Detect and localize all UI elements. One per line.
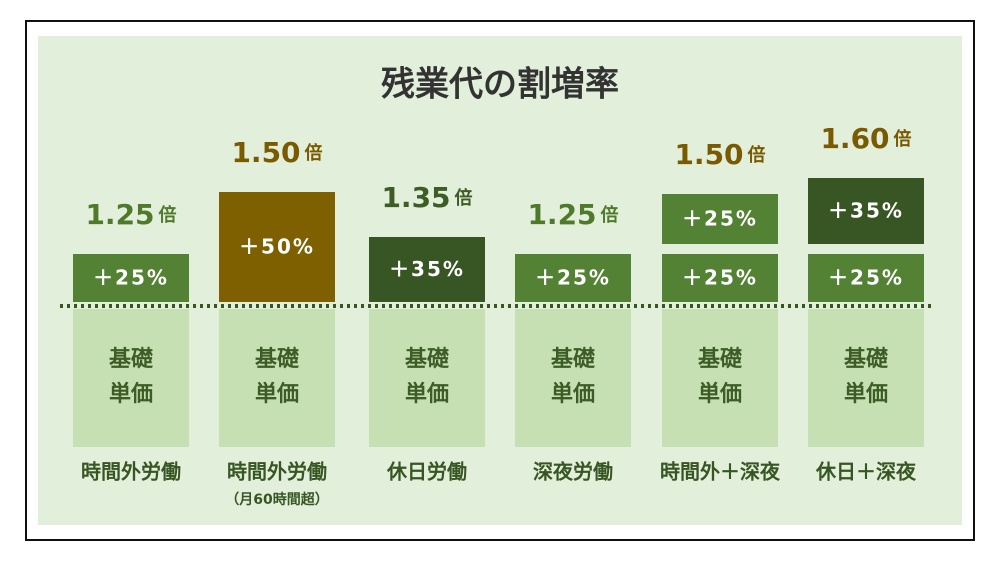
increment-label: ＋50% bbox=[239, 235, 315, 259]
multiplier: 1.25 倍 bbox=[85, 198, 176, 231]
multiplier-unit: 倍 bbox=[894, 128, 912, 150]
multiplier-unit: 倍 bbox=[455, 187, 473, 209]
multiplier: 1.60 倍 bbox=[820, 122, 911, 155]
category-label: 時間外労働 bbox=[227, 460, 327, 484]
title: 残業代の割増率 bbox=[381, 65, 619, 105]
base-label: 単価 bbox=[698, 381, 742, 407]
base-box bbox=[73, 309, 189, 447]
base-box bbox=[808, 309, 924, 447]
category-note: （月60時間超） bbox=[225, 491, 328, 508]
increment-box bbox=[73, 254, 189, 302]
base-box bbox=[219, 309, 335, 447]
increment-box bbox=[808, 178, 924, 244]
increment-label: ＋25% bbox=[535, 266, 611, 290]
multiplier-unit: 倍 bbox=[159, 204, 177, 226]
base-label: 基礎 bbox=[255, 346, 300, 372]
base-label: 基礎 bbox=[551, 346, 596, 372]
category-label: 時間外労働 bbox=[81, 460, 181, 484]
increment-box bbox=[219, 192, 335, 302]
increment-label: ＋25% bbox=[682, 266, 758, 290]
category-label: 休日＋深夜 bbox=[815, 460, 917, 484]
base-label: 基礎 bbox=[109, 346, 154, 372]
multiplier-value: 1.25 bbox=[85, 198, 154, 231]
base-label: 単価 bbox=[844, 381, 888, 407]
multiplier: 1.50 倍 bbox=[674, 138, 765, 171]
increment-label: ＋25% bbox=[682, 207, 758, 231]
increment-label: ＋25% bbox=[828, 266, 904, 290]
multiplier-value: 1.25 bbox=[527, 198, 596, 231]
increment-box bbox=[808, 254, 924, 302]
multiplier-value: 1.35 bbox=[381, 181, 450, 214]
multiplier: 1.50 倍 bbox=[231, 136, 322, 169]
multiplier-value: 1.50 bbox=[674, 138, 743, 171]
increment-label: ＋35% bbox=[828, 199, 904, 223]
base-label: 基礎 bbox=[405, 346, 450, 372]
category-label: 深夜労働 bbox=[533, 460, 613, 484]
base-box bbox=[515, 309, 631, 447]
increment-box bbox=[662, 194, 778, 244]
increment-label: ＋35% bbox=[389, 257, 465, 281]
increment-box bbox=[369, 237, 485, 302]
multiplier-unit: 倍 bbox=[748, 144, 766, 166]
increment-box bbox=[662, 254, 778, 302]
multiplier: 1.25 倍 bbox=[527, 198, 618, 231]
increment-label: ＋25% bbox=[93, 266, 169, 290]
base-box bbox=[369, 309, 485, 447]
category-label: 時間外＋深夜 bbox=[660, 460, 781, 484]
base-label: 単価 bbox=[405, 381, 449, 407]
base-label: 基礎 bbox=[698, 346, 743, 372]
base-label: 単価 bbox=[109, 381, 153, 407]
base-box bbox=[662, 309, 778, 447]
multiplier: 1.35 倍 bbox=[381, 181, 472, 214]
base-label: 単価 bbox=[255, 381, 299, 407]
base-label: 基礎 bbox=[844, 346, 889, 372]
multiplier-unit: 倍 bbox=[601, 204, 619, 226]
increment-box bbox=[515, 254, 631, 302]
multiplier-unit: 倍 bbox=[305, 142, 323, 164]
base-label: 単価 bbox=[551, 381, 595, 407]
category-label: 休日労働 bbox=[386, 460, 467, 484]
multiplier-value: 1.50 bbox=[231, 136, 300, 169]
multiplier-value: 1.60 bbox=[820, 122, 889, 155]
